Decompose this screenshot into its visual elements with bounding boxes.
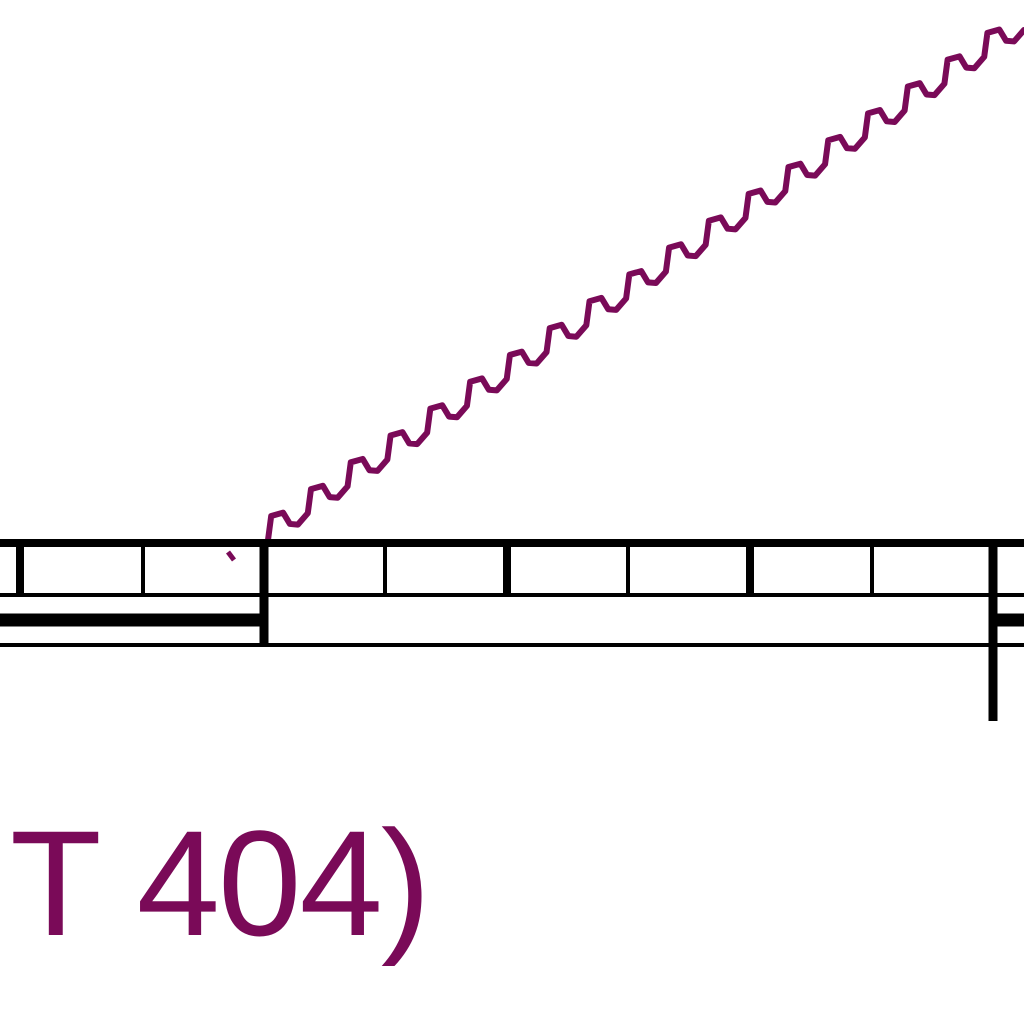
diagram-label: T 404) (10, 799, 431, 967)
wave-start-tick (226, 550, 236, 562)
scale-bar (0, 539, 1024, 721)
zigzag-wave-line-icon (265, 26, 1024, 543)
